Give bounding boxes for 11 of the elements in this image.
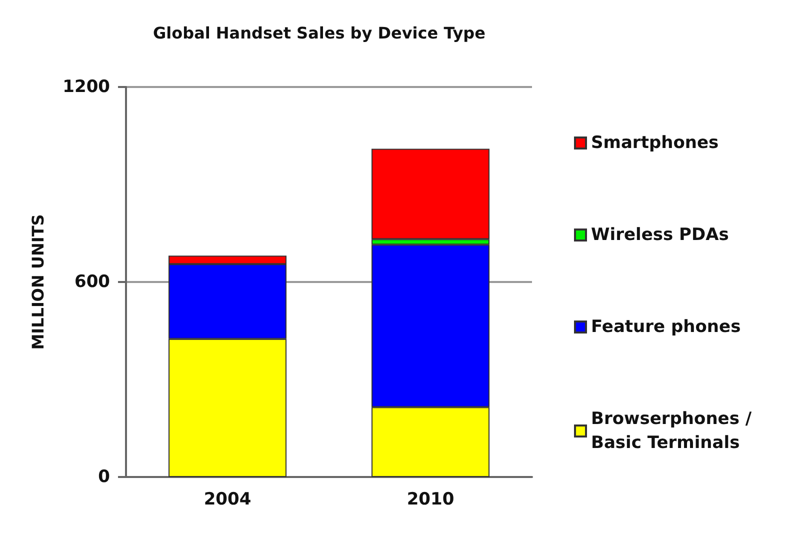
y-axis-title: MILLION UNITS — [28, 214, 48, 350]
y-tick-label: 600 — [74, 272, 110, 292]
legend-label: Wireless PDAs — [591, 225, 729, 245]
y-tick-label: 0 — [98, 467, 110, 487]
x-tick-label: 2010 — [406, 490, 454, 510]
x-tick-label: 2004 — [204, 490, 252, 510]
y-tick-label: 1200 — [62, 77, 110, 97]
legend-label: Browserphones / Basic Terminals — [591, 409, 758, 453]
chart-title: Global Handset Sales by Device Type — [153, 24, 486, 42]
legend-label: Feature phones — [591, 317, 741, 337]
legend-label: Smartphones — [591, 133, 719, 153]
